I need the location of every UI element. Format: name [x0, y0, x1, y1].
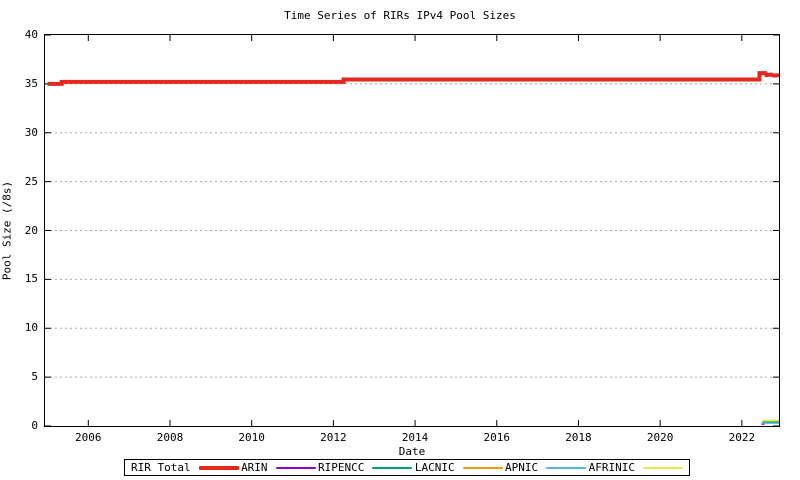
plot-frame	[44, 34, 780, 427]
xtick-label-2020: 2020	[646, 431, 674, 444]
ytick-label-20: 20	[24, 223, 38, 237]
xtick-label-2010: 2010	[238, 431, 265, 444]
series-line-rir-total	[47, 71, 779, 86]
legend-line-swatch-apnic	[546, 466, 587, 469]
legend-item-ripencc: RIPENCC	[318, 461, 413, 474]
ytick-label-10: 10	[24, 321, 38, 335]
legend-label-arin: ARIN	[241, 461, 268, 474]
legend-item-apnic: APNIC	[505, 461, 587, 474]
xtick-label-2018: 2018	[565, 431, 592, 444]
y-axis-title: Pool Size (/8s)	[0, 180, 14, 281]
legend-line-swatch-ripencc	[372, 466, 413, 469]
xtick-label-2016: 2016	[483, 431, 511, 444]
ytick-label-35: 35	[24, 76, 38, 90]
ytick-label-30: 30	[24, 125, 38, 139]
xtick-label-2012: 2012	[320, 431, 347, 444]
legend-item-rir-total: RIR Total	[131, 461, 239, 474]
ytick-label-40: 40	[24, 28, 38, 41]
legend-line-swatch-afrinic	[642, 466, 683, 469]
chart-title: Time Series of RIRs IPv4 Pool Sizes	[284, 9, 516, 22]
legend-item-arin: ARIN	[241, 461, 316, 474]
ytick-label-15: 15	[24, 272, 38, 286]
legend-label-afrinic: AFRINIC	[588, 461, 635, 474]
legend-item-lacnic: LACNIC	[415, 461, 503, 474]
legend-label-apnic: APNIC	[505, 461, 539, 474]
plot-area	[45, 35, 779, 426]
legend-label-rir-total: RIR Total	[131, 461, 191, 474]
xtick-label-2006: 2006	[75, 431, 102, 444]
legend-line-swatch-lacnic	[462, 466, 503, 469]
legend-label-lacnic: LACNIC	[414, 461, 455, 474]
ytick-label-25: 25	[24, 174, 38, 188]
legend-item-afrinic: AFRINIC	[589, 461, 683, 474]
xtick-label-2014: 2014	[401, 431, 429, 444]
legend-line-swatch-arin	[275, 466, 316, 469]
ytick-label-5: 5	[31, 370, 38, 384]
legend-line-swatch-rir-total	[198, 465, 239, 470]
xtick-label-2022: 2022	[728, 431, 756, 444]
legend-box: RIR Total ARIN RIPENCC LACNIC APNIC AFRINIC	[124, 459, 690, 476]
ytick-label-0: 0	[31, 419, 38, 432]
xtick-label-2008: 2008	[156, 431, 184, 444]
x-axis-title: Date	[398, 445, 426, 458]
legend-label-ripencc: RIPENCC	[318, 461, 365, 474]
